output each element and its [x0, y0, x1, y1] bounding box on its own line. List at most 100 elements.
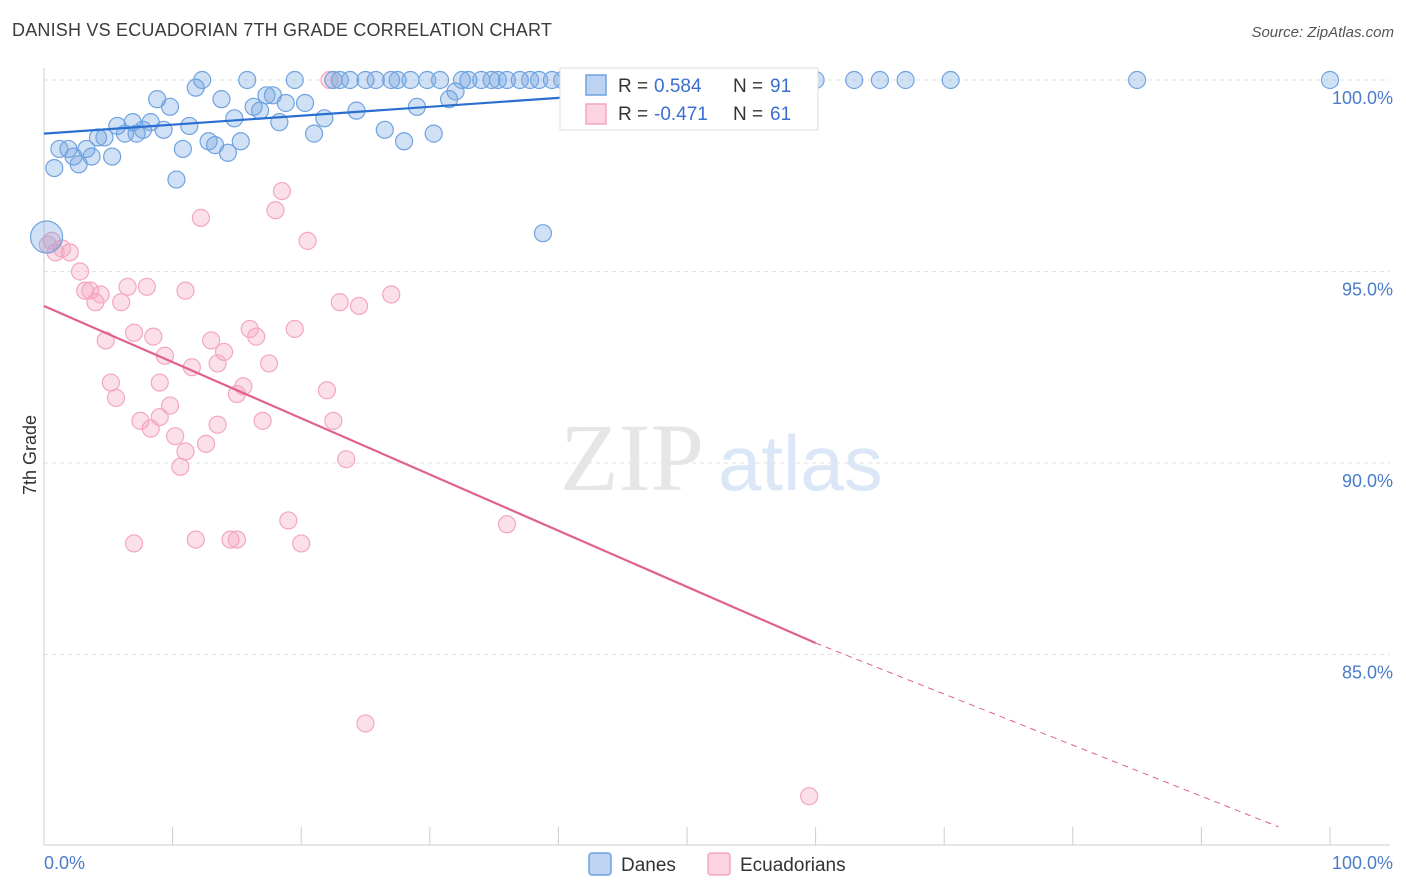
dane-point	[103, 147, 122, 166]
ecuadorian-point	[106, 388, 126, 407]
ecuadorians-points	[38, 70, 819, 806]
ecuadorian-point	[91, 285, 110, 304]
dane-point	[108, 116, 127, 136]
y-tick-label: 90.0%	[1342, 471, 1393, 491]
ecuadorian-point	[141, 419, 160, 438]
ecuadorian-point	[191, 208, 210, 227]
dane-point	[430, 70, 450, 90]
ecuadorian-point	[118, 277, 137, 296]
ecuadorian-point	[202, 331, 221, 350]
dane-point	[167, 170, 186, 189]
dane-point	[375, 120, 394, 139]
dane-point	[238, 70, 257, 90]
danes-bottom-label: Danes	[621, 855, 676, 876]
ecuadorian-point	[214, 342, 234, 362]
ecuadorian-point	[317, 381, 337, 400]
dane-point	[340, 70, 360, 90]
axes	[43, 68, 1390, 846]
ecuadorian-point	[124, 323, 144, 342]
ecuadorians-trendline	[43, 304, 817, 645]
dane-point	[530, 70, 549, 90]
ecuadorian-point	[227, 530, 246, 549]
dane-point	[1127, 70, 1147, 90]
y-tick-label: 95.0%	[1342, 280, 1393, 300]
dane-point	[446, 82, 465, 101]
ecuadorian-point	[60, 243, 79, 262]
dane-point	[870, 70, 890, 90]
x-tick-label: 0.0%	[44, 853, 85, 873]
dane-point	[418, 70, 437, 90]
danes-n-value: 91	[770, 76, 791, 97]
y-axis-title: 7th Grade	[20, 415, 40, 495]
dane-point	[45, 158, 64, 178]
ecuadorian-point	[497, 515, 517, 534]
ecu-r-label: R =	[618, 104, 648, 125]
ecuadorian-point	[144, 327, 163, 346]
ecuadorian-point	[150, 373, 169, 392]
dane-point	[388, 70, 407, 90]
ecuadorian-point	[70, 262, 90, 281]
dane-point	[225, 109, 244, 128]
danes-bottom-swatch	[588, 852, 612, 876]
y-tick-labels: 85.0% 90.0% 95.0% 100.0%	[1332, 88, 1393, 683]
dane-point	[394, 132, 414, 151]
ecuadorian-point	[330, 293, 349, 312]
ecu-n-value: 61	[770, 104, 791, 125]
watermark-atlas: atlas	[718, 419, 883, 507]
ecuadorian-point	[186, 530, 205, 549]
ecuadorian-point	[160, 396, 180, 415]
dane-point	[366, 70, 385, 90]
dane-point	[257, 86, 276, 105]
ecuadorian-point	[76, 281, 95, 300]
dane-point	[276, 93, 295, 113]
ecuadorian-point	[221, 530, 240, 549]
ecuadorian-point	[259, 354, 279, 373]
dane-point	[173, 139, 192, 159]
ecuadorian-point	[247, 327, 266, 346]
ecuadorians-trendline-extension	[815, 642, 1279, 828]
legend-box: R = 0.584 N = 91 R = -0.471 N = 61	[559, 67, 819, 131]
dane-point	[356, 70, 375, 90]
dane-point	[845, 70, 864, 90]
dane-point	[1320, 70, 1340, 90]
danes-r-value: 0.584	[654, 76, 702, 97]
ecu-n-label: N =	[733, 104, 763, 125]
dane-point	[218, 143, 237, 162]
ecuadorian-point	[800, 787, 819, 806]
dane-point	[82, 147, 101, 166]
ecuadorian-point	[101, 373, 120, 392]
ecuadorian-point	[324, 411, 343, 430]
dane-point	[896, 70, 915, 90]
ecuadorian-point	[266, 201, 285, 220]
dane-point	[231, 132, 250, 151]
ecuadorian-point	[196, 434, 216, 453]
ecuadorian-point	[356, 714, 375, 733]
ecuadorian-point	[171, 457, 190, 476]
dane-point	[330, 70, 349, 90]
dane-point	[29, 220, 64, 254]
y-tick-label: 85.0%	[1342, 663, 1393, 683]
ecuadorian-point	[176, 442, 195, 461]
dane-point	[180, 116, 199, 136]
ecu-r-value: -0.471	[654, 104, 708, 125]
dane-point	[315, 109, 334, 128]
dane-point	[424, 124, 443, 143]
gridlines	[44, 79, 1390, 655]
ecuadorian-point	[208, 415, 227, 434]
ecuadorian-point	[285, 319, 304, 339]
dane-point	[482, 70, 501, 90]
dane-point	[452, 70, 472, 90]
dane-point	[510, 70, 529, 90]
dane-point	[497, 70, 517, 90]
dane-point	[250, 101, 270, 120]
dane-point	[295, 93, 315, 113]
ecuadorian-point	[337, 450, 356, 469]
ecuadorian-point	[320, 70, 339, 90]
dane-point	[382, 70, 401, 90]
chart-title: DANISH VS ECUADORIAN 7TH GRADE CORRELATI…	[12, 20, 553, 40]
danes-n-label: N =	[733, 76, 763, 97]
dane-point	[459, 70, 478, 90]
watermark: ZIP atlas	[560, 404, 883, 511]
bottom-legend: Danes Ecuadorians	[588, 852, 846, 876]
